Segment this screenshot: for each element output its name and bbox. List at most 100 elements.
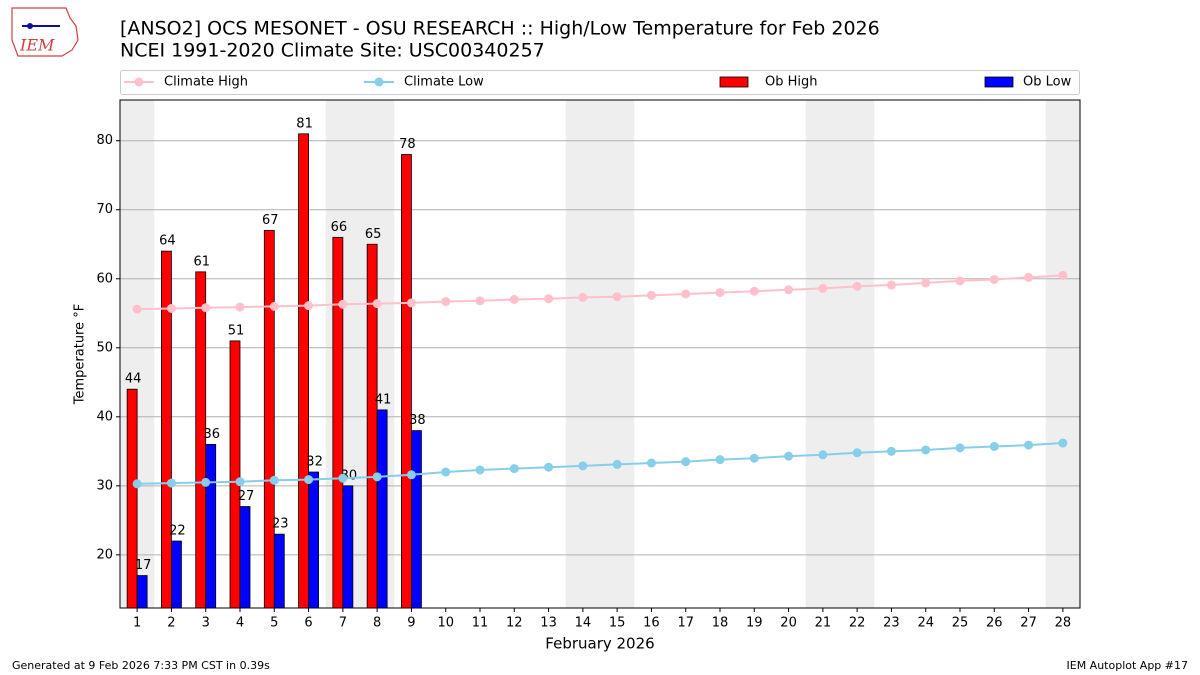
shaded-band	[840, 100, 875, 608]
line-marker	[201, 303, 211, 313]
y-axis-label: Temperature °F	[73, 304, 88, 405]
bar	[263, 230, 275, 609]
x-tick-label: 5	[270, 616, 278, 631]
bar-label: 41	[375, 392, 392, 407]
y-tick-label: 50	[96, 340, 113, 355]
bar-label: 64	[159, 234, 176, 249]
legend-label: Ob Low	[1023, 75, 1072, 90]
bar-label: 38	[409, 413, 426, 428]
x-tick-label: 14	[575, 616, 592, 631]
x-tick-label: 15	[609, 616, 626, 631]
line-marker	[921, 278, 931, 288]
line-marker	[612, 459, 622, 469]
line-marker	[646, 458, 656, 468]
y-tick-label: 30	[96, 478, 113, 493]
line-marker	[921, 445, 931, 455]
x-tick-label: 26	[986, 616, 1003, 631]
line	[137, 442, 1063, 485]
x-tick-label: 9	[407, 616, 415, 631]
bar-label: 36	[203, 427, 220, 442]
plot-frame	[119, 99, 1081, 609]
line-marker	[886, 446, 896, 456]
x-tick-label: 11	[472, 616, 489, 631]
x-tick-label: 2	[167, 616, 175, 631]
footer-left: Generated at 9 Feb 2026 7:33 PM CST in 0…	[12, 659, 270, 672]
shaded-band	[1045, 100, 1080, 608]
bar	[342, 485, 354, 609]
bar	[126, 388, 138, 609]
line-marker	[578, 461, 588, 471]
bar	[332, 236, 344, 609]
line-marker	[955, 443, 965, 453]
x-tick-label: 3	[202, 616, 210, 631]
line-marker	[269, 475, 279, 485]
line-marker	[441, 297, 451, 307]
line-marker	[749, 453, 759, 463]
bar	[298, 133, 309, 609]
line-marker	[578, 292, 588, 302]
x-tick-label: 4	[236, 616, 244, 631]
bar-label: 17	[135, 558, 152, 573]
footer-right: IEM Autoplot App #17	[1067, 659, 1189, 672]
line-marker	[681, 289, 691, 299]
bar	[366, 243, 378, 609]
x-tick-label: 27	[1020, 616, 1037, 631]
line-marker	[235, 302, 245, 312]
chart-subtitle: NCEI 1991-2020 Climate Site: USC00340257	[120, 40, 545, 62]
line-marker	[269, 301, 279, 311]
line-marker	[338, 473, 348, 483]
line-marker	[235, 477, 245, 487]
line-marker	[132, 304, 142, 314]
line-marker	[818, 450, 828, 460]
line-marker	[646, 290, 656, 300]
bar	[273, 533, 285, 609]
line-marker	[166, 303, 176, 313]
line-marker	[818, 283, 828, 293]
line-marker	[475, 296, 485, 306]
legend-marker	[374, 77, 384, 87]
x-tick-label: 7	[339, 616, 347, 631]
shaded-band	[600, 100, 635, 608]
line-marker	[852, 448, 862, 458]
line-marker	[338, 299, 348, 309]
line-marker	[852, 281, 862, 291]
legend-label: Climate Low	[404, 75, 484, 90]
line-marker	[1024, 272, 1034, 282]
bar	[136, 575, 148, 609]
y-tick-label: 80	[96, 133, 113, 148]
line-marker	[1058, 438, 1068, 448]
shaded-band	[805, 100, 840, 608]
y-tick-label: 70	[96, 202, 113, 217]
x-tick-label: 20	[780, 616, 797, 631]
legend-box	[120, 70, 1080, 95]
legend-label: Climate High	[164, 75, 248, 90]
line-marker	[509, 464, 519, 474]
bar-label: 61	[193, 254, 210, 269]
x-tick-label: 10	[437, 616, 454, 631]
line-marker	[681, 457, 691, 467]
y-tick-label: 20	[96, 547, 113, 562]
bar	[239, 506, 251, 609]
x-tick-label: 21	[815, 616, 832, 631]
bar	[411, 430, 422, 609]
legend-swatch	[984, 76, 1014, 88]
bar-label: 23	[272, 517, 289, 532]
line-marker	[372, 299, 382, 309]
logo: IEM	[11, 7, 79, 57]
line-marker	[304, 301, 314, 311]
bar-label: 27	[238, 489, 255, 504]
legend-swatch	[719, 76, 749, 88]
x-tick-label: 22	[849, 616, 866, 631]
x-tick-label: 12	[506, 616, 523, 631]
x-tick-label: 24	[917, 616, 934, 631]
legend-marker	[134, 77, 144, 87]
bar-label: 51	[228, 323, 245, 338]
line-marker	[989, 274, 999, 284]
bar	[401, 154, 412, 609]
x-tick-label: 25	[952, 616, 969, 631]
bar	[171, 540, 182, 609]
line-marker	[784, 451, 794, 461]
shaded-band	[565, 100, 600, 608]
x-tick-label: 6	[304, 616, 312, 631]
